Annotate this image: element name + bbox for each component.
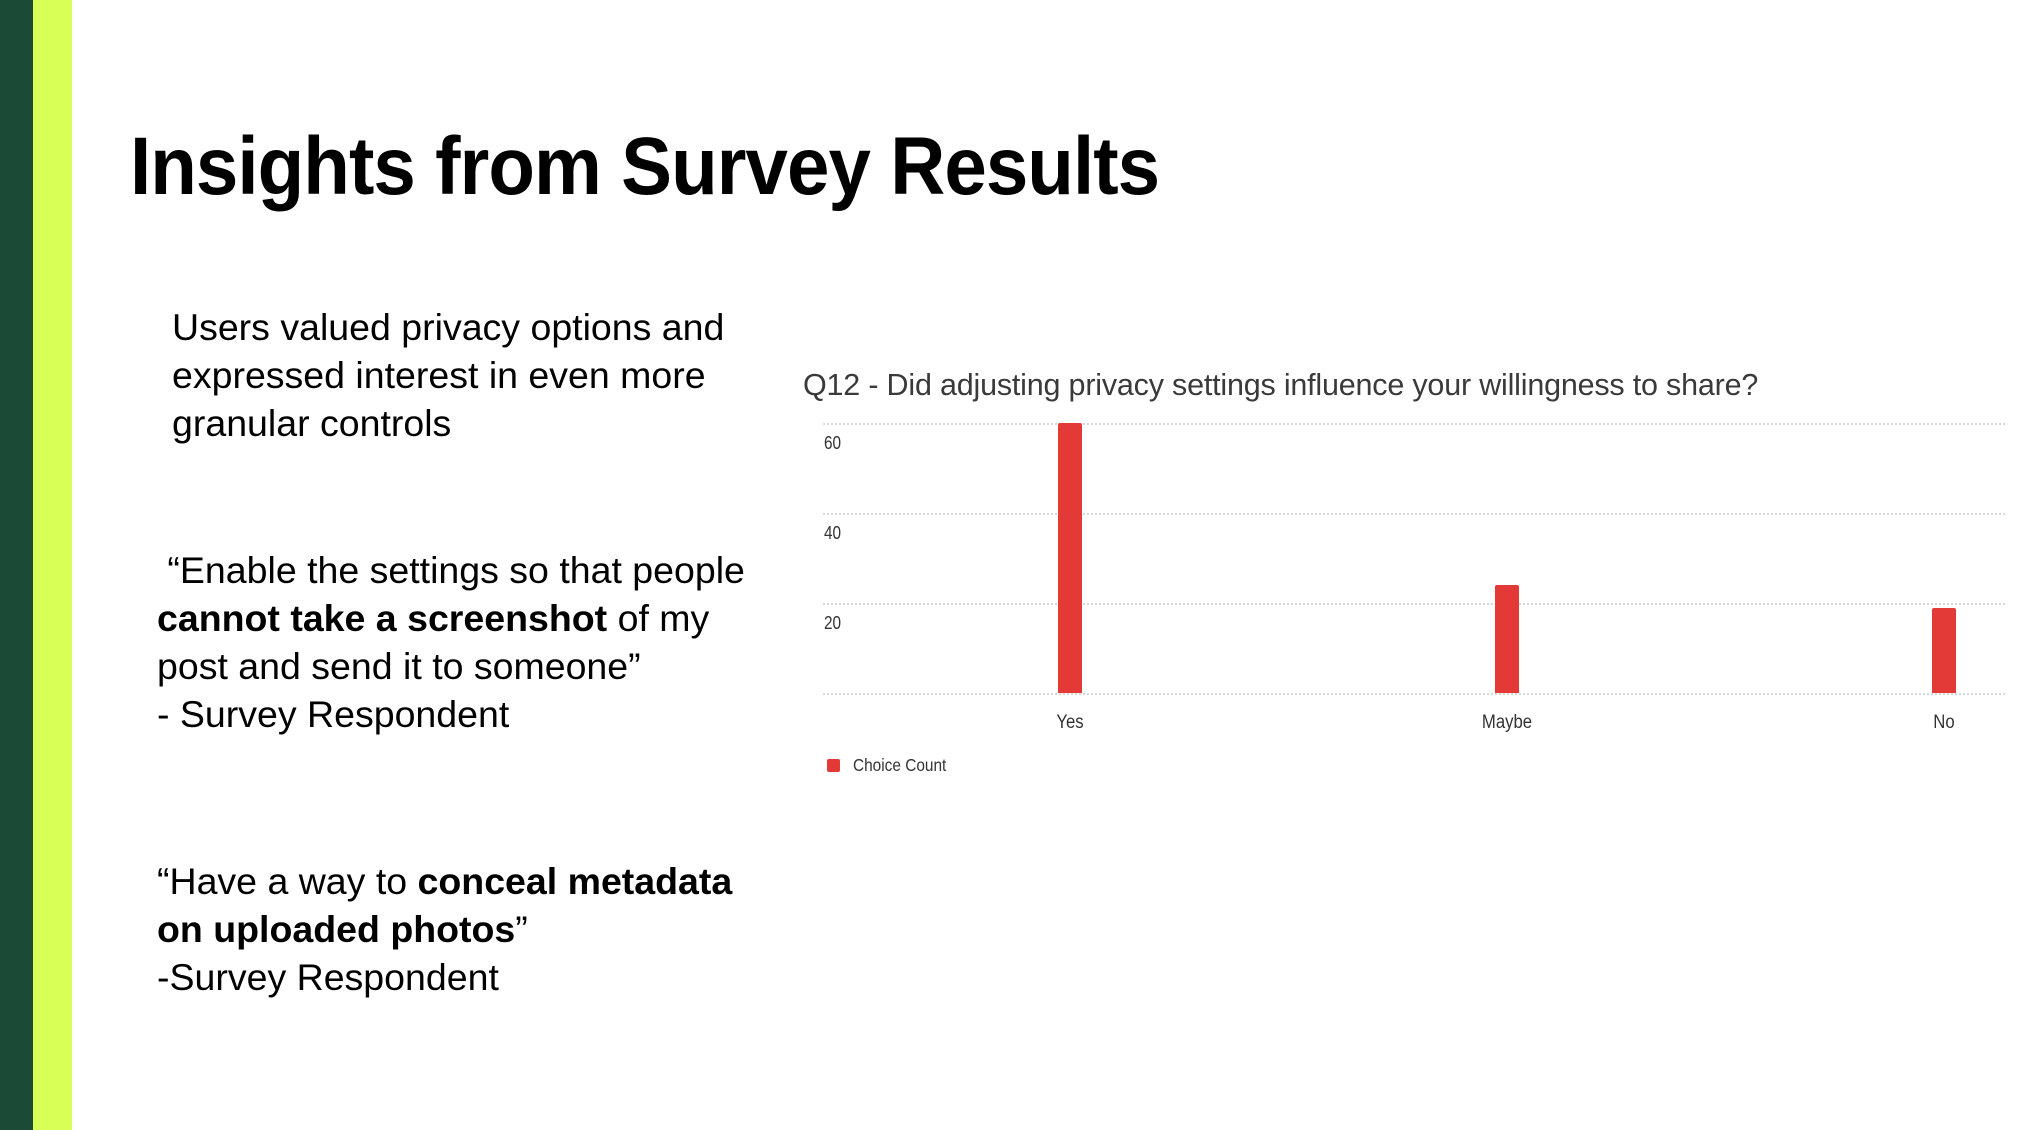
y-tick-60: 60 [824, 433, 842, 453]
gridline-60 [823, 423, 2005, 425]
insight-line: expressed interest in even more [172, 354, 706, 396]
gridline-20 [823, 603, 2005, 605]
quote-attribution: -Survey Respondent [157, 956, 499, 998]
respondent-quote-metadata: “Have a way to conceal metadata on uploa… [157, 857, 817, 1001]
dark-green-accent-stripe [0, 0, 33, 1130]
y-tick-40: 40 [824, 523, 842, 543]
quote-line: “Enable the settings so that people [157, 549, 745, 591]
quote-text: of my [607, 597, 710, 639]
x-label-maybe: Maybe [1481, 712, 1533, 733]
legend-swatch-icon [827, 759, 840, 772]
y-tick-20: 20 [824, 613, 842, 633]
quote-line: on uploaded photos” [157, 905, 817, 953]
quote-line: post and send it to someone” [157, 645, 641, 687]
legend-label: Choice Count [853, 755, 947, 775]
insight-line: granular controls [172, 402, 452, 444]
chart-title: Q12 - Did adjusting privacy settings inf… [803, 368, 1759, 402]
quote-emphasis: cannot take a screenshot [157, 597, 608, 639]
gridline-40 [823, 513, 2005, 515]
gridline-baseline [823, 693, 2005, 695]
quote-emphasis: conceal metadata [417, 860, 733, 902]
insight-paragraph: Users valued privacy options and express… [172, 303, 792, 447]
quote-text: “Have a way to [157, 860, 418, 902]
x-label-yes: Yes [1056, 712, 1084, 733]
bar-yes [1058, 423, 1082, 693]
quote-emphasis: on uploaded photos [157, 908, 516, 950]
bar-no [1932, 607, 1956, 693]
respondent-quote-screenshot: “Enable the settings so that people cann… [157, 546, 817, 738]
quote-text: ” [515, 908, 528, 950]
quote-line: “Have a way to conceal metadata [157, 857, 817, 905]
quote-attribution: - Survey Respondent [157, 693, 510, 735]
slide-title: Insights from Survey Results [130, 121, 1160, 212]
lime-accent-stripe [33, 0, 72, 1130]
quote-line: cannot take a screenshot of my [157, 594, 817, 642]
bar-maybe [1495, 585, 1519, 693]
insight-line: Users valued privacy options and [172, 306, 725, 348]
x-label-no: No [1933, 712, 1955, 733]
